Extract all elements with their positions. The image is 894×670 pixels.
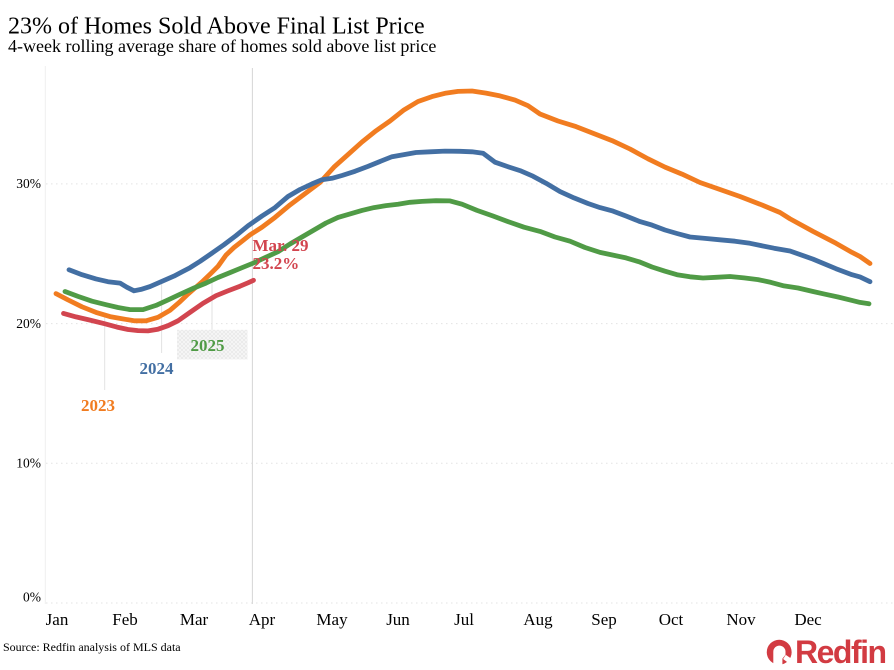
svg-text:23.2%: 23.2%	[253, 254, 300, 273]
svg-text:2025: 2025	[191, 336, 225, 355]
svg-text:Redfin: Redfin	[795, 634, 886, 670]
svg-text:23% of Homes Sold Above Final: 23% of Homes Sold Above Final List Price	[8, 14, 425, 40]
svg-text:Sep: Sep	[591, 610, 617, 629]
svg-text:Jun: Jun	[386, 610, 410, 629]
svg-text:Dec: Dec	[794, 610, 822, 629]
svg-text:4-week rolling average share o: 4-week rolling average share of homes so…	[8, 36, 436, 56]
svg-text:20%: 20%	[16, 316, 41, 331]
svg-text:Aug: Aug	[523, 610, 553, 629]
svg-text:Apr: Apr	[249, 610, 276, 629]
svg-text:Nov: Nov	[726, 610, 756, 629]
svg-text:Mar. 29: Mar. 29	[253, 236, 309, 255]
svg-text:Jul: Jul	[454, 610, 474, 629]
svg-text:0%: 0%	[23, 590, 41, 605]
svg-text:10%: 10%	[16, 456, 41, 471]
svg-text:30%: 30%	[16, 176, 41, 191]
svg-text:2023: 2023	[81, 396, 115, 415]
svg-text:May: May	[316, 610, 348, 629]
svg-text:Feb: Feb	[112, 610, 138, 629]
svg-text:Mar: Mar	[180, 610, 209, 629]
svg-text:Source: Redfin analysis of MLS: Source: Redfin analysis of MLS data	[3, 640, 181, 654]
svg-text:2024: 2024	[140, 359, 175, 378]
svg-text:Oct: Oct	[659, 610, 684, 629]
svg-text:Jan: Jan	[46, 610, 69, 629]
